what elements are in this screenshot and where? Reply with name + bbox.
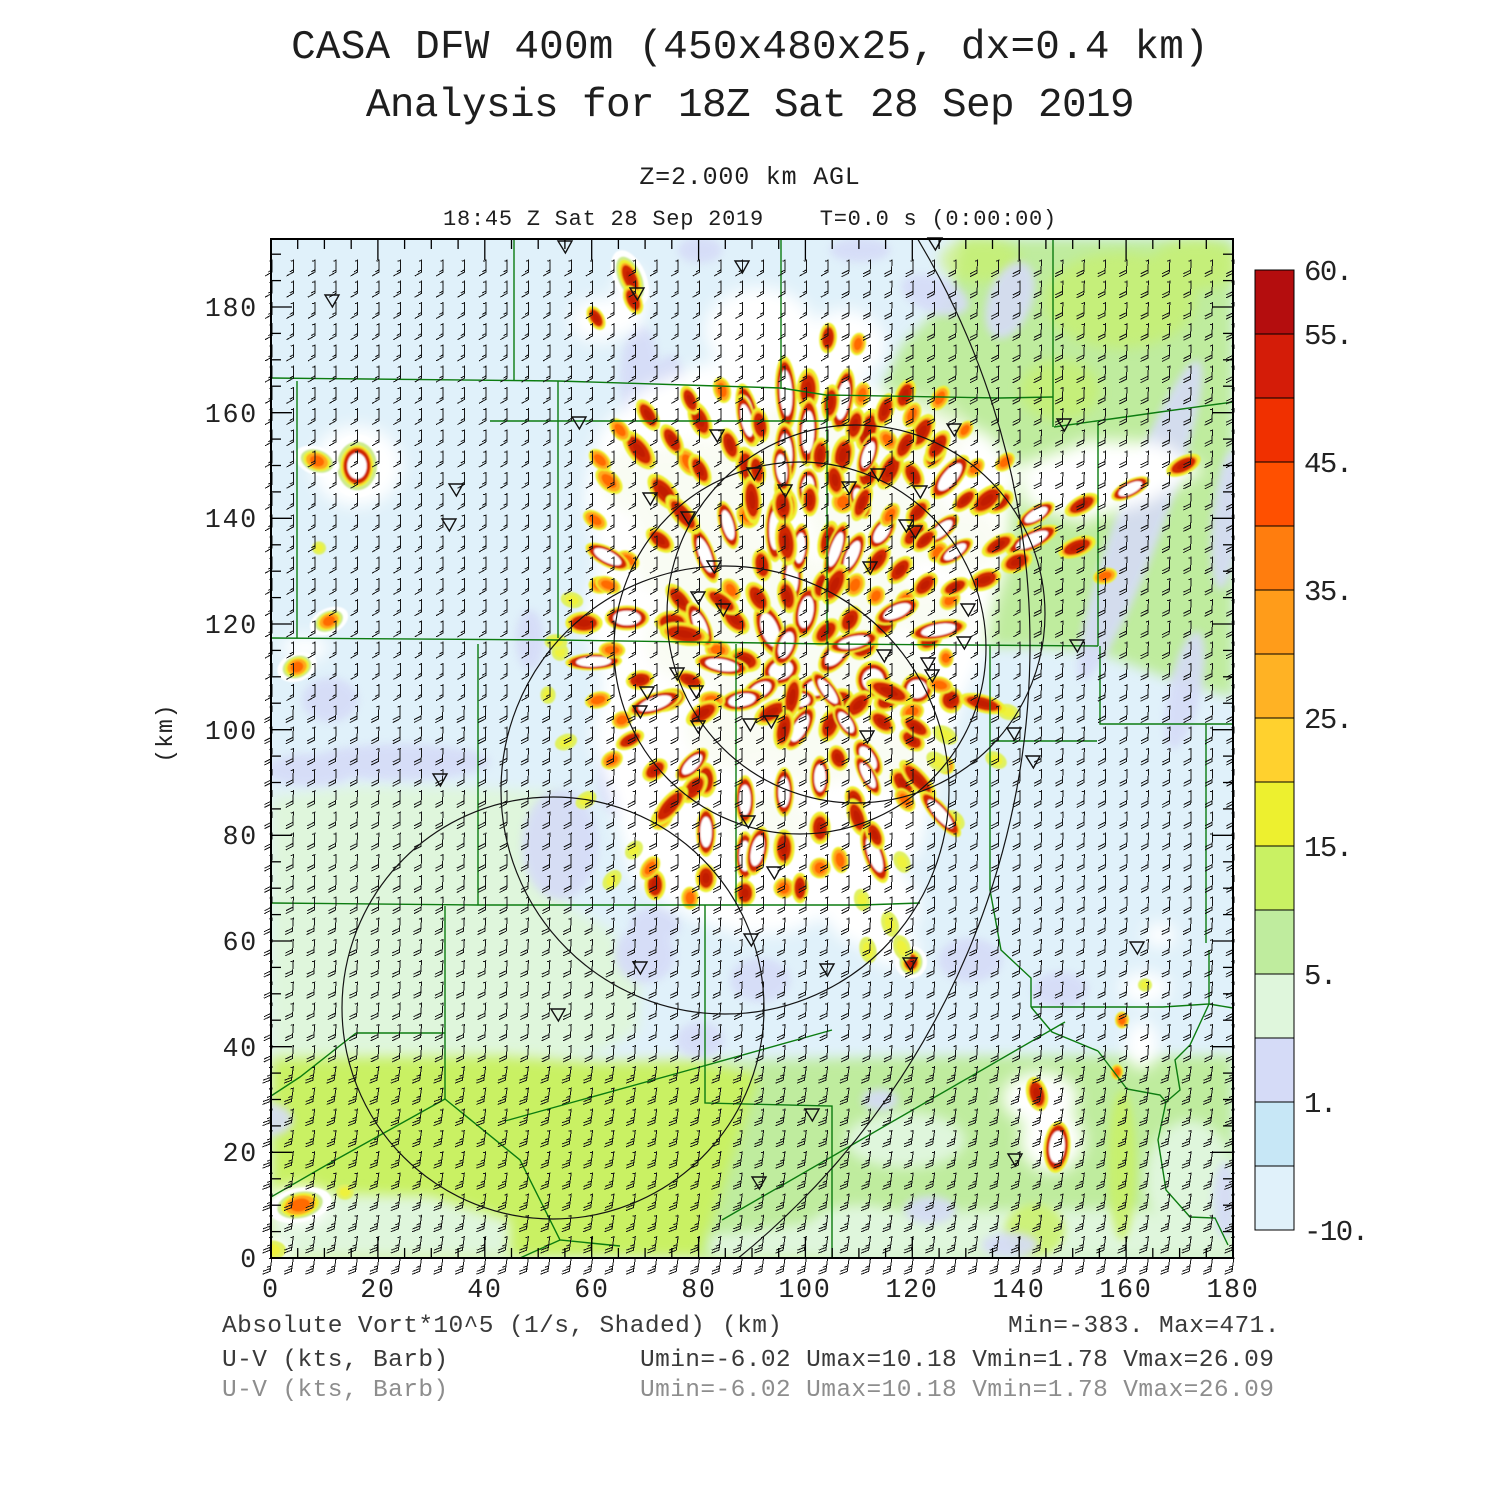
svg-text:5.: 5. [1304, 960, 1336, 993]
svg-text:160: 160 [1099, 1275, 1152, 1305]
svg-text:Umin=-6.02 Umax=10.18 Vmin=1.7: Umin=-6.02 Umax=10.18 Vmin=1.78 Vmax=26.… [640, 1347, 1274, 1374]
svg-text:140: 140 [992, 1275, 1045, 1305]
svg-text:180: 180 [205, 294, 258, 324]
svg-text:CASA DFW 400m (450x480x25, dx=: CASA DFW 400m (450x480x25, dx=0.4 km) [291, 25, 1209, 71]
svg-text:20: 20 [223, 1139, 258, 1169]
svg-text:120: 120 [205, 611, 258, 641]
svg-text:120: 120 [885, 1275, 938, 1305]
svg-text:15.: 15. [1304, 832, 1352, 865]
svg-text:180: 180 [1206, 1275, 1259, 1305]
svg-text:45.: 45. [1304, 448, 1352, 481]
svg-text:25.: 25. [1304, 704, 1352, 737]
svg-text:80: 80 [681, 1275, 716, 1305]
svg-text:60: 60 [223, 928, 258, 958]
svg-text:160: 160 [205, 400, 258, 430]
svg-text:40: 40 [467, 1275, 502, 1305]
svg-text:0: 0 [262, 1275, 280, 1305]
svg-text:40: 40 [223, 1034, 258, 1064]
svg-text:55.: 55. [1304, 320, 1352, 353]
svg-text:U-V (kts, Barb): U-V (kts, Barb) [222, 1347, 449, 1374]
svg-text:140: 140 [205, 505, 258, 535]
svg-text:18:45 Z Sat 28 Sep 2019 T=0: 18:45 Z Sat 28 Sep 2019 T=0.0 s (0:00:00… [443, 207, 1057, 232]
svg-text:Absolute Vort*10^5 (1/s, Shade: Absolute Vort*10^5 (1/s, Shaded) [222, 1313, 705, 1340]
svg-text:20: 20 [360, 1275, 395, 1305]
svg-text:80: 80 [223, 822, 258, 852]
svg-text:0: 0 [240, 1245, 258, 1275]
svg-text:Umin=-6.02 Umax=10.18 Vmin=1.7: Umin=-6.02 Umax=10.18 Vmin=1.78 Vmax=26.… [640, 1377, 1274, 1404]
svg-text:Analysis for 18Z Sat 28 Sep 20: Analysis for 18Z Sat 28 Sep 2019 [366, 83, 1134, 129]
svg-text:60: 60 [574, 1275, 609, 1305]
svg-text:Min=-383. Max=471.: Min=-383. Max=471. [1008, 1313, 1280, 1340]
svg-text:100: 100 [205, 717, 258, 747]
svg-text:100: 100 [778, 1275, 831, 1305]
svg-text:Z=2.000 km AGL: Z=2.000 km AGL [639, 163, 860, 192]
svg-text:35.: 35. [1304, 576, 1352, 609]
svg-text:-10.: -10. [1304, 1216, 1368, 1249]
svg-text:(km): (km) [722, 1313, 782, 1340]
svg-text:60.: 60. [1304, 256, 1352, 289]
svg-text:1.: 1. [1304, 1088, 1336, 1121]
svg-text:U-V (kts, Barb): U-V (kts, Barb) [222, 1377, 449, 1404]
svg-text:(km): (km) [153, 703, 179, 762]
